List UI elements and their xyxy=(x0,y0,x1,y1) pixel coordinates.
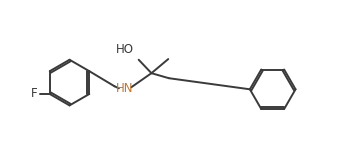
Text: F: F xyxy=(31,87,38,100)
Text: HN: HN xyxy=(116,83,133,95)
Text: HO: HO xyxy=(116,43,134,56)
